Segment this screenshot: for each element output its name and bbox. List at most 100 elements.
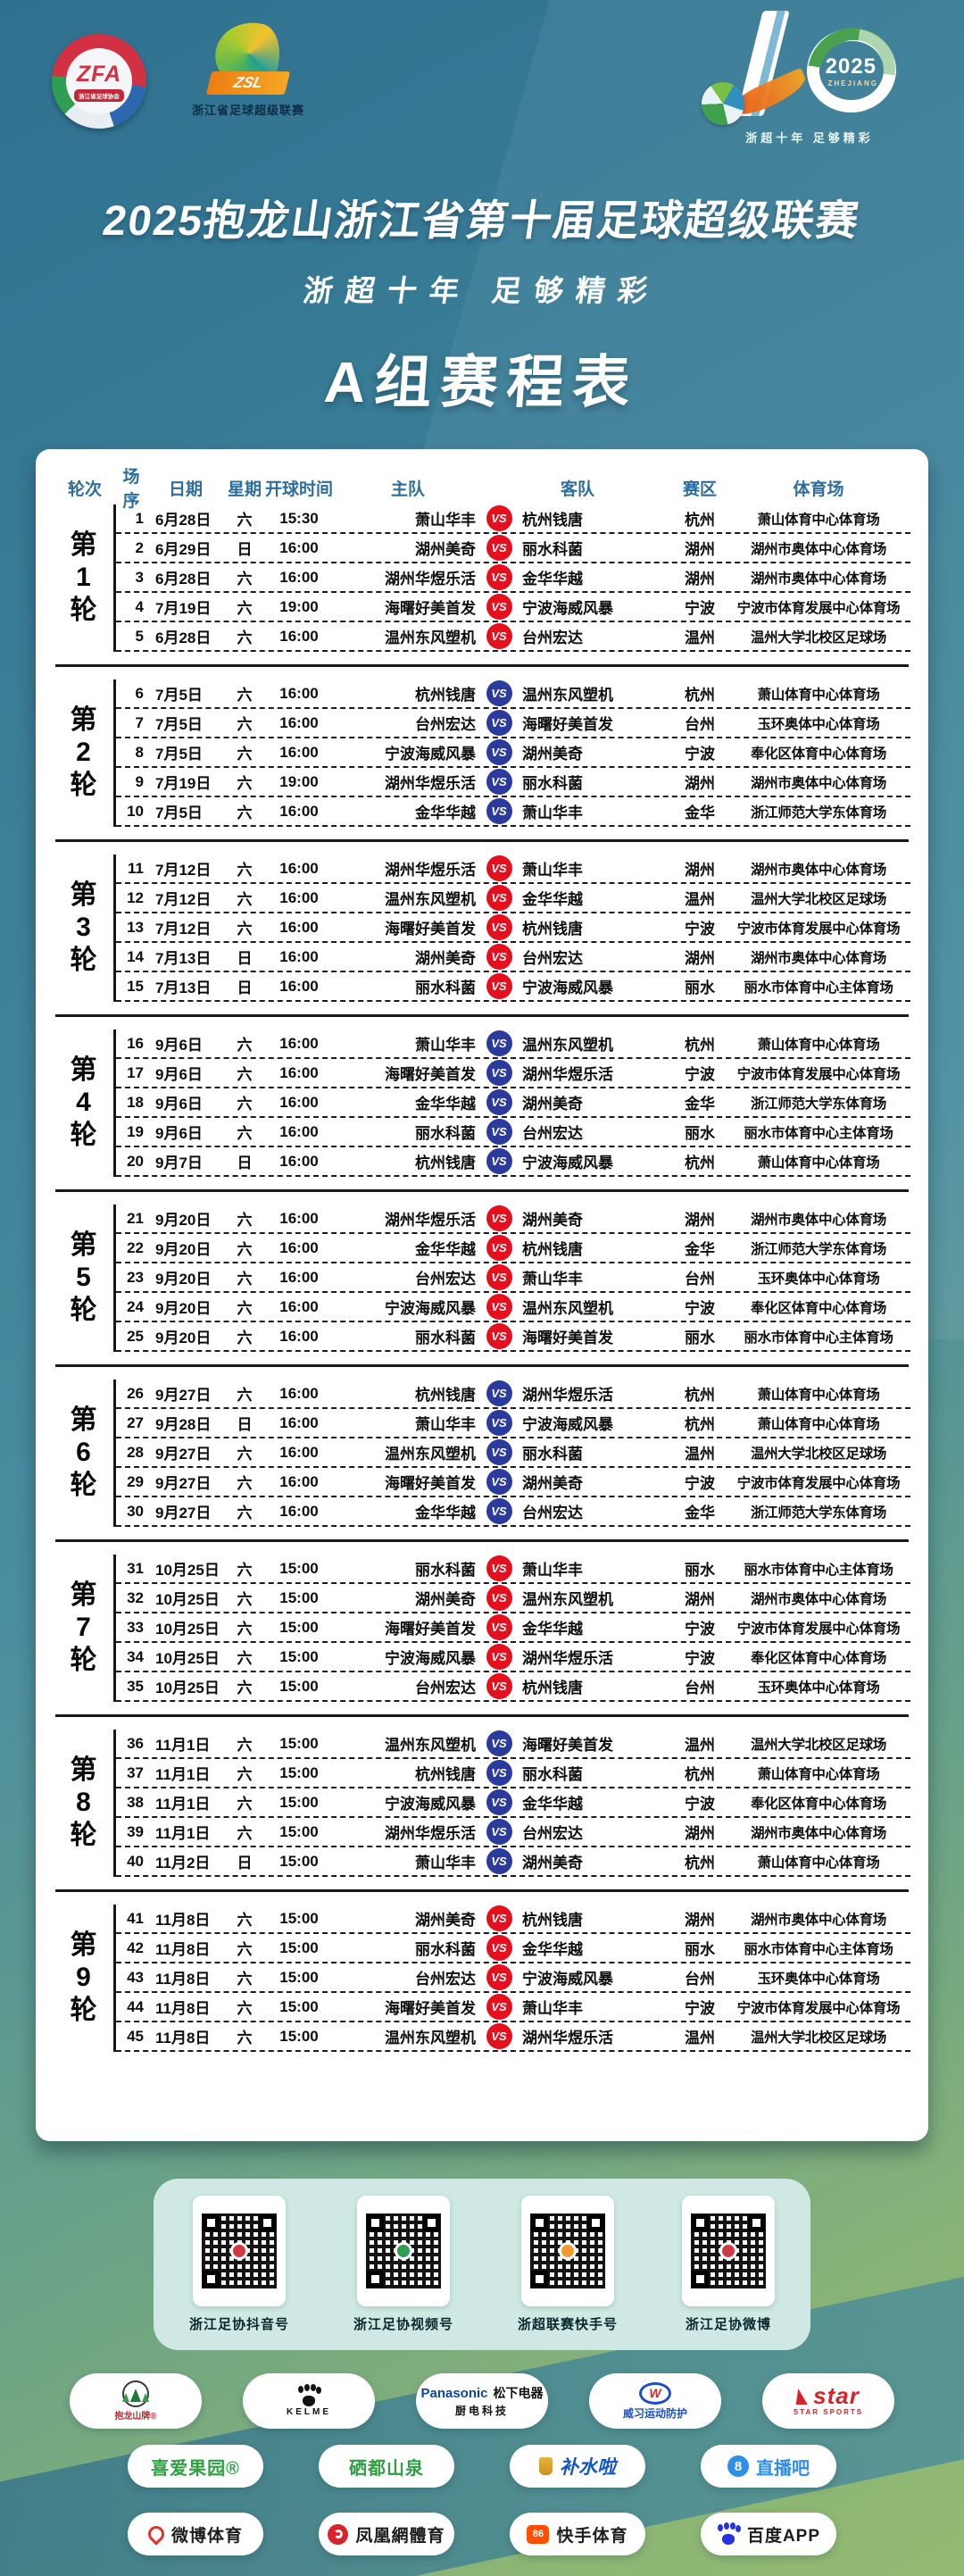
match-row: 21 9月20日 六 16:00 湖州华煜乐活 VS 湖州美奇 湖州 湖州市奥体中心体育场	[116, 1205, 910, 1234]
cell-home-team: 海曙好美首发	[385, 600, 476, 617]
cell-date: 10月25日	[155, 1562, 220, 1579]
cell-date: 9月20日	[155, 1330, 212, 1346]
sponsor-sublabel: 厨电科技	[454, 2405, 509, 2417]
cell-home-team: 海曙好美首发	[385, 1066, 476, 1083]
round-label: 第4轮	[54, 1055, 113, 1153]
cell-home-team: 台州宏达	[415, 1271, 476, 1288]
cell-date: 9月6日	[155, 1037, 203, 1054]
cell-match-no: 28	[127, 1443, 144, 1461]
cell-date: 11月1日	[155, 1796, 211, 1813]
cell-kickoff-time: 15:00	[279, 1938, 319, 1956]
cell-away-team: 湖州美奇	[522, 1212, 583, 1229]
cell-away-team: 丽水科菌	[522, 1766, 583, 1783]
poster-subtitle: 浙超十年 足够精彩	[301, 274, 662, 307]
cell-zone: 杭州	[685, 1766, 715, 1783]
sponsor-star-sports: star STAR SPORTS	[762, 2373, 894, 2429]
cell-kickoff-time: 15:00	[279, 1793, 319, 1811]
sponsor-sublabel: STAR SPORTS	[793, 2407, 864, 2416]
vs-badge: VS	[486, 535, 512, 561]
cell-match-no: 17	[127, 1063, 144, 1081]
sponsor-row-1: 抱龙山牌® KELME Panasonic 松下电器 厨电科技 W 威习运动防护	[0, 2373, 964, 2429]
cell-zone: 杭州	[685, 1855, 715, 1872]
zsl-caption: 浙江省足球超级联赛	[191, 104, 304, 117]
vs-badge: VS	[486, 1323, 512, 1349]
cell-match-no: 30	[127, 1502, 144, 1520]
match-row: 32 10月25日六 15:00 湖州美奇 VS 温州东风塑机 湖州 湖州市奥体中心体育场	[116, 1584, 910, 1613]
cell-date: 6月29日	[155, 541, 212, 558]
cell-zone: 宁波	[685, 1796, 715, 1813]
cell-match-no: 10	[127, 802, 144, 820]
zfa-association-logo: ZFA 浙江省足球协会	[52, 34, 146, 129]
cell-vs: VS	[482, 564, 516, 590]
cell-stadium: 湖州市奥体中心体育场	[750, 775, 886, 791]
cell-home-team: 丽水科菌	[415, 980, 476, 996]
cell-vs: VS	[482, 973, 516, 999]
match-rows: 21 9月20日六 16:00 湖州华煜乐活 VS 湖州美奇 湖州 湖州市奥体中心体育场 22 9…	[113, 1205, 910, 1352]
cell-weekday: 六	[237, 891, 253, 908]
round-label-text: 第1轮	[70, 529, 97, 625]
cell-zone: 丽水	[685, 980, 715, 996]
cell-zone: 宁波	[685, 600, 715, 617]
cell-date: 11月8日	[155, 1971, 211, 1988]
cell-vs: VS	[482, 1555, 516, 1581]
sponsor-label: 微博体育	[170, 2526, 243, 2546]
qr-label: 浙江足协微博	[686, 2317, 772, 2332]
qr-card	[192, 2196, 286, 2306]
cell-date: 10月25日	[155, 1591, 220, 1608]
cell-vs: VS	[482, 1439, 516, 1465]
cell-date: 9月6日	[155, 1125, 203, 1142]
cell-home-team: 金华华越	[415, 1096, 476, 1113]
match-row: 1 6月28日 六 15:30 萧山华丰 VS 杭州钱唐 杭州 萧山体育中心体育场	[116, 504, 910, 534]
cell-vs: VS	[482, 1964, 516, 1990]
vs-badge: VS	[486, 2023, 512, 2049]
cell-away-team: 湖州美奇	[522, 1475, 583, 1492]
sponsor-label: 威习运动防护	[622, 2406, 687, 2420]
cell-away-team: 湖州美奇	[522, 1096, 583, 1113]
qr-center-logo	[559, 2242, 577, 2260]
cell-match-no: 20	[127, 1152, 144, 1170]
cell-zone: 金华	[685, 1096, 715, 1113]
cell-home-team: 湖州美奇	[415, 541, 476, 558]
cell-weekday: 六	[237, 571, 253, 588]
cell-away-team: 丽水科菌	[522, 775, 583, 792]
cell-vs: VS	[482, 944, 516, 970]
sponsor-label: 补水啦	[560, 2457, 616, 2478]
cell-zone: 温州	[685, 629, 715, 646]
cell-zone: 湖州	[685, 950, 715, 967]
match-row: 7 7月5日 六 16:00 台州宏达 VS 海曙好美首发 台州 玉环奥体中心体育场	[116, 709, 910, 738]
cell-zone: 台州	[685, 716, 715, 733]
cell-stadium: 浙江师范大学东体育场	[750, 1096, 886, 1112]
sponsor-label: 凤凰網體育	[355, 2526, 445, 2546]
match-rows: 1 6月28日六 15:30 萧山华丰 VS 杭州钱唐 杭州 萧山体育中心体育场 2 6月29日日…	[113, 504, 910, 652]
round-section: 第7轮 31 10月25日六 15:00 丽水科菌 VS 萧山华丰 丽水 丽水市体育中心主体育场…	[54, 1553, 910, 1704]
cell-date: 9月20日	[155, 1241, 212, 1258]
vs-badge: VS	[486, 680, 512, 706]
cell-home-team: 台州宏达	[415, 1971, 476, 1988]
cell-vs: VS	[482, 1673, 516, 1699]
cell-vs: VS	[482, 535, 516, 561]
cell-date: 9月20日	[155, 1300, 212, 1317]
cell-match-no: 5	[135, 627, 144, 645]
qr-finder-square	[748, 2214, 766, 2231]
cell-weekday: 六	[237, 1300, 253, 1317]
cell-weekday: 六	[237, 2030, 253, 2047]
cell-stadium: 玉环奥体中心体育场	[757, 1271, 880, 1287]
cell-zone: 温州	[685, 1446, 715, 1463]
cell-zone: 台州	[685, 1680, 715, 1696]
cell-home-team: 萧山华丰	[415, 512, 476, 529]
cell-home-team: 温州东风塑机	[385, 1737, 476, 1754]
sponsor-label: 抱龙山牌®	[114, 2412, 157, 2422]
cell-match-no: 15	[127, 977, 144, 995]
vs-badge: VS	[486, 1205, 512, 1231]
match-row: 6 7月5日 六 16:00 杭州钱唐 VS 温州东风塑机 杭州 萧山体育中心体育场	[116, 679, 910, 709]
cell-away-team: 台州宏达	[522, 629, 583, 646]
match-row: 36 11月1日 六 15:00 温州东风塑机 VS 海曙好美首发 温州 温州大学北校区足球场	[116, 1730, 910, 1759]
phoenix-circle-icon	[328, 2523, 349, 2545]
cell-kickoff-time: 15:00	[279, 1559, 319, 1577]
cell-home-team: 台州宏达	[415, 1680, 476, 1696]
match-row: 14 7月13日 日 16:00 湖州美奇 VS 台州宏达 湖州 湖州市奥体中心体育场	[116, 943, 910, 972]
cell-date: 11月8日	[155, 2000, 211, 2017]
cell-weekday: 日	[237, 1855, 253, 1872]
cell-match-no: 44	[127, 1997, 144, 2015]
cell-kickoff-time: 16:00	[279, 568, 319, 586]
